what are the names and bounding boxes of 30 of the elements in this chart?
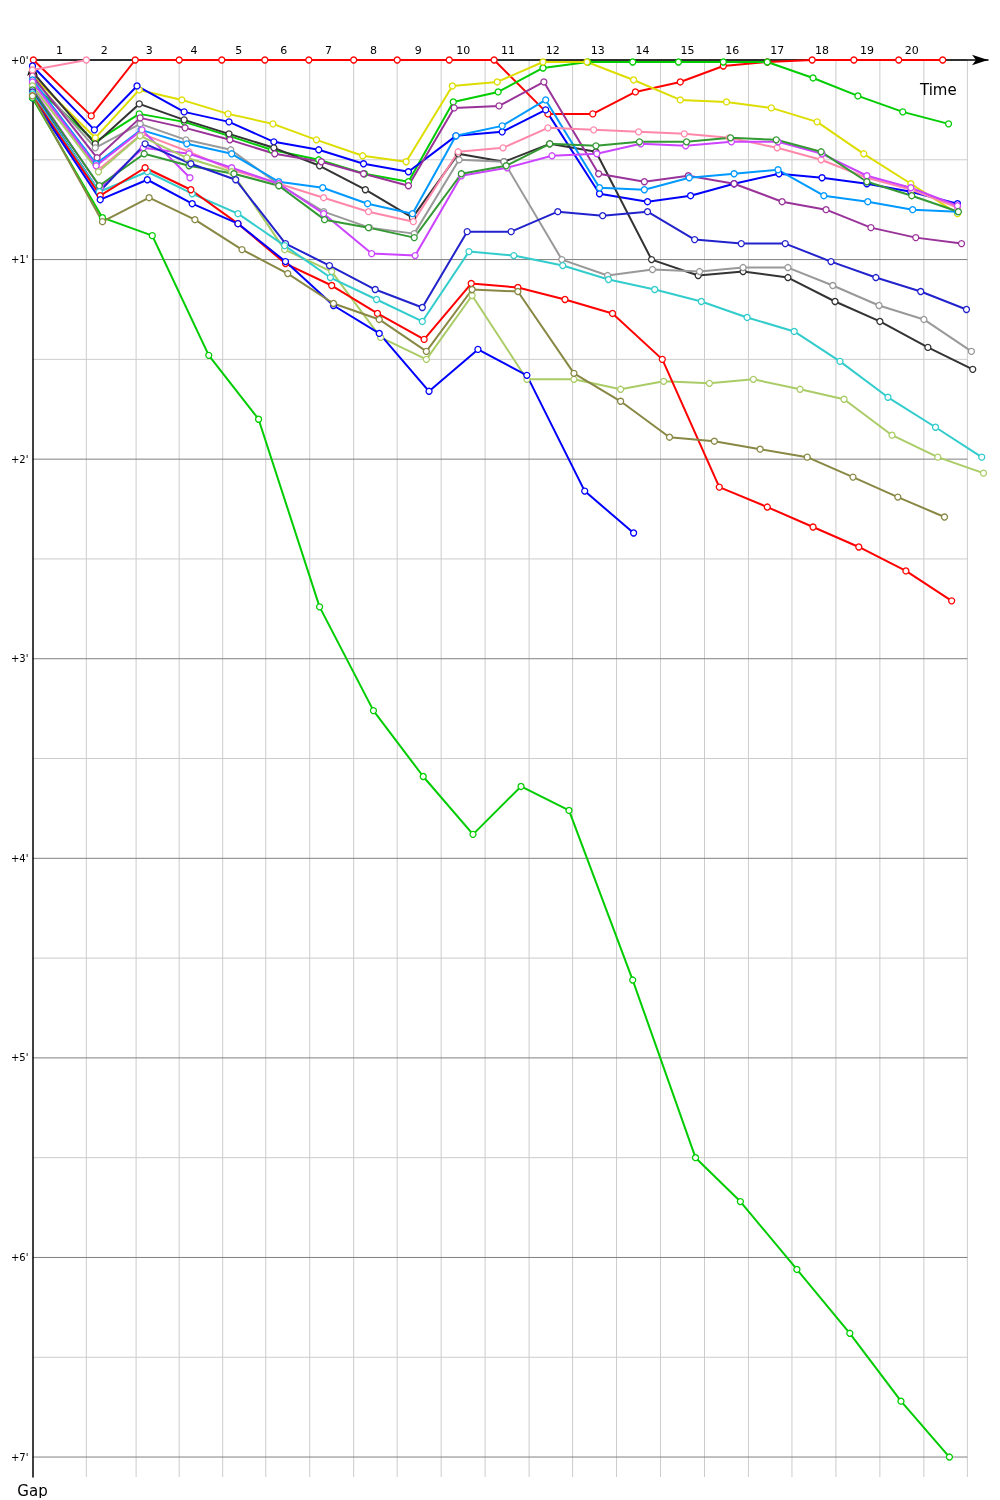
x-tick-label: 20 xyxy=(904,44,919,57)
y-axis-title: Gap xyxy=(17,1481,48,1500)
x-tick-label: 7 xyxy=(325,44,333,57)
x-tick-label: 15 xyxy=(680,44,695,57)
x-tick-label: 13 xyxy=(590,44,605,57)
x-tick-label: 19 xyxy=(859,44,874,57)
x-tick-label: 10 xyxy=(456,44,471,57)
x-tick-label: 6 xyxy=(280,44,288,57)
x-tick-label: 2 xyxy=(100,44,108,57)
x-tick-label: 18 xyxy=(815,44,830,57)
y-tick-label: +2' xyxy=(10,453,29,465)
x-tick-label: 11 xyxy=(501,44,515,57)
x-tick-label: 14 xyxy=(635,44,650,57)
y-tick-label: +5' xyxy=(10,1052,29,1064)
y-tick-label: +6' xyxy=(10,1251,29,1263)
x-tick-label: 16 xyxy=(725,44,740,57)
x-tick-label: 12 xyxy=(545,44,560,57)
x-tick-label: 3 xyxy=(145,44,153,57)
y-tick-label: +0' xyxy=(10,54,29,66)
y-tick-label: +1' xyxy=(10,254,29,266)
x-tick-label: 1 xyxy=(55,44,63,57)
y-tick-label: +7' xyxy=(10,1451,29,1463)
x-tick-label: 17 xyxy=(770,44,785,57)
x-tick-label: 8 xyxy=(369,44,377,57)
y-tick-label: +3' xyxy=(10,653,29,665)
x-tick-label: 5 xyxy=(235,44,243,57)
x-tick-label: 9 xyxy=(414,44,422,57)
x-tick-label: 4 xyxy=(190,44,198,57)
x-axis-title: Time xyxy=(919,80,957,99)
y-tick-label: +4' xyxy=(10,852,29,864)
